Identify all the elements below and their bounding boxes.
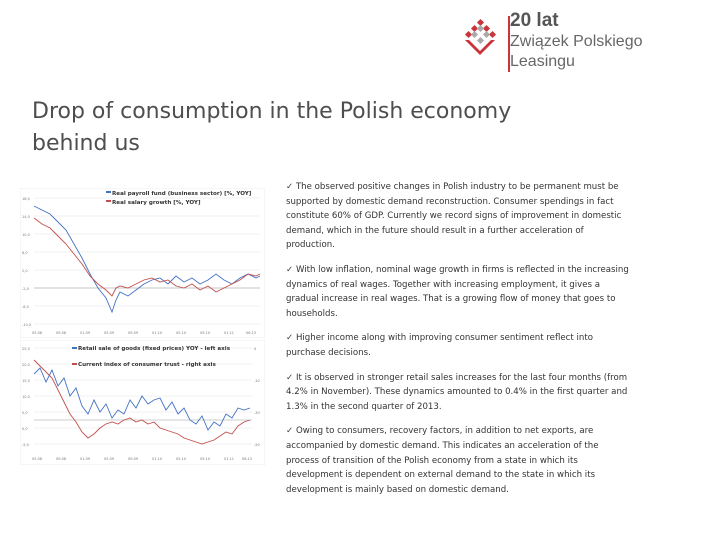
svg-text:-6,0: -6,0 (22, 305, 29, 309)
svg-text:09.09: 09.09 (128, 457, 138, 461)
chart-retail: 25,0 20,0 15,0 10,0 5,0 0,0 -5,0 0 -10 -30 -50 … (20, 340, 265, 465)
svg-text:09.10: 09.10 (200, 457, 210, 461)
check-icon: ✓ (286, 264, 294, 275)
logo-line-1: 20 lat (510, 10, 559, 31)
svg-text:-10: -10 (254, 379, 260, 383)
check-icon: ✓ (286, 426, 294, 437)
svg-text:-10,0: -10,0 (22, 323, 31, 327)
svg-text:01.11: 01.11 (224, 331, 234, 335)
check-icon: ✓ (286, 182, 294, 192)
logo-line-3: Leasingu (510, 53, 575, 70)
svg-text:20,0: 20,0 (22, 363, 30, 367)
svg-text:06.13: 06.13 (246, 331, 256, 335)
bullet-item: ✓ Higher income along with improving con… (286, 331, 632, 360)
svg-text:09.08: 09.08 (56, 331, 66, 335)
legend-payroll: Real payroll fund (business sector) [%, … (112, 191, 252, 197)
svg-text:05.09: 05.09 (104, 457, 114, 461)
svg-text:05.08: 05.08 (32, 457, 42, 461)
svg-text:05.08: 05.08 (32, 331, 42, 335)
svg-text:0: 0 (254, 347, 256, 351)
series-salary-line (33, 217, 261, 297)
chart-wages-svg: 18,0 14,0 10,0 6,0 2,0 -2,0 -6,0 -10,0 05.08 0… (20, 188, 265, 338)
chart-retail-svg: 25,020,015,0 10,05,00,0 -5,0 0-10-30-50 … (20, 340, 265, 465)
legend-retail: Retail sale of goods (fixed prices) YOY … (78, 346, 231, 352)
svg-text:5,0: 5,0 (22, 411, 28, 415)
bullet-text: Higher income along with improving consu… (286, 333, 593, 358)
svg-text:05.09: 05.09 (104, 331, 114, 335)
svg-text:0,0: 0,0 (22, 427, 28, 431)
series-trust-line (33, 359, 251, 445)
logo-text: 20 lat Związek Polskiego Leasingu (510, 10, 643, 72)
svg-text:06.13: 06.13 (242, 457, 252, 461)
chart-wages: 18,0 14,0 10,0 6,0 2,0 -2,0 -6,0 -10,0 05.08 0… (20, 188, 265, 338)
svg-text:14,0: 14,0 (22, 215, 30, 219)
bullet-text: With low inflation, nominal wage growth … (286, 264, 629, 319)
bullet-text: The observed positive changes in Polish … (286, 182, 622, 251)
bullet-text: It is observed in stronger retail sales … (286, 372, 628, 412)
svg-text:-30: -30 (254, 411, 260, 415)
bullet-item: ✓ Owing to consumers, recovery factors, … (286, 424, 632, 497)
svg-text:05.10: 05.10 (176, 457, 186, 461)
svg-text:05.10: 05.10 (176, 331, 186, 335)
logo-line-2: Związek Polskiego (510, 33, 643, 50)
svg-text:-50: -50 (254, 443, 260, 447)
logo: 20 lat Związek Polskiego Leasingu (462, 10, 662, 74)
svg-text:01.09: 01.09 (80, 457, 90, 461)
logo-divider (508, 16, 510, 72)
check-icon: ✓ (286, 372, 294, 383)
svg-text:10,0: 10,0 (22, 395, 30, 399)
bullet-list: ✓ The observed positive changes in Polis… (286, 180, 632, 507)
bullet-text: Owing to consumers, recovery factors, in… (286, 426, 599, 495)
legend-salary: Real salary growth [%, YOY] (112, 200, 201, 206)
svg-text:09.08: 09.08 (56, 457, 66, 461)
svg-text:01.10: 01.10 (152, 331, 162, 335)
svg-text:01.10: 01.10 (152, 457, 162, 461)
page-title: Drop of consumption in the Polish econom… (32, 99, 512, 156)
bullet-item: ✓ With low inflation, nominal wage growt… (286, 263, 632, 321)
svg-text:09.09: 09.09 (128, 331, 138, 335)
svg-text:2,0: 2,0 (22, 269, 28, 273)
svg-text:09.10: 09.10 (200, 331, 210, 335)
bullet-item: ✓ It is observed in stronger retail sale… (286, 371, 632, 415)
svg-text:01.09: 01.09 (80, 331, 90, 335)
check-icon: ✓ (286, 333, 294, 344)
svg-text:15,0: 15,0 (22, 379, 30, 383)
svg-text:-2,0: -2,0 (22, 287, 29, 291)
svg-text:01.11: 01.11 (224, 457, 234, 461)
series-retail-line (33, 367, 251, 431)
svg-text:6,0: 6,0 (22, 251, 28, 255)
series-payroll-line (33, 205, 261, 314)
svg-text:10,0: 10,0 (22, 233, 30, 237)
svg-text:25,0: 25,0 (22, 347, 30, 351)
svg-text:-5,0: -5,0 (22, 443, 29, 447)
legend-trust: Current index of consumer trust - right … (78, 362, 216, 368)
bullet-item: ✓ The observed positive changes in Polis… (286, 180, 632, 253)
svg-text:18,0: 18,0 (22, 197, 30, 201)
logo-mark-icon (464, 18, 497, 55)
